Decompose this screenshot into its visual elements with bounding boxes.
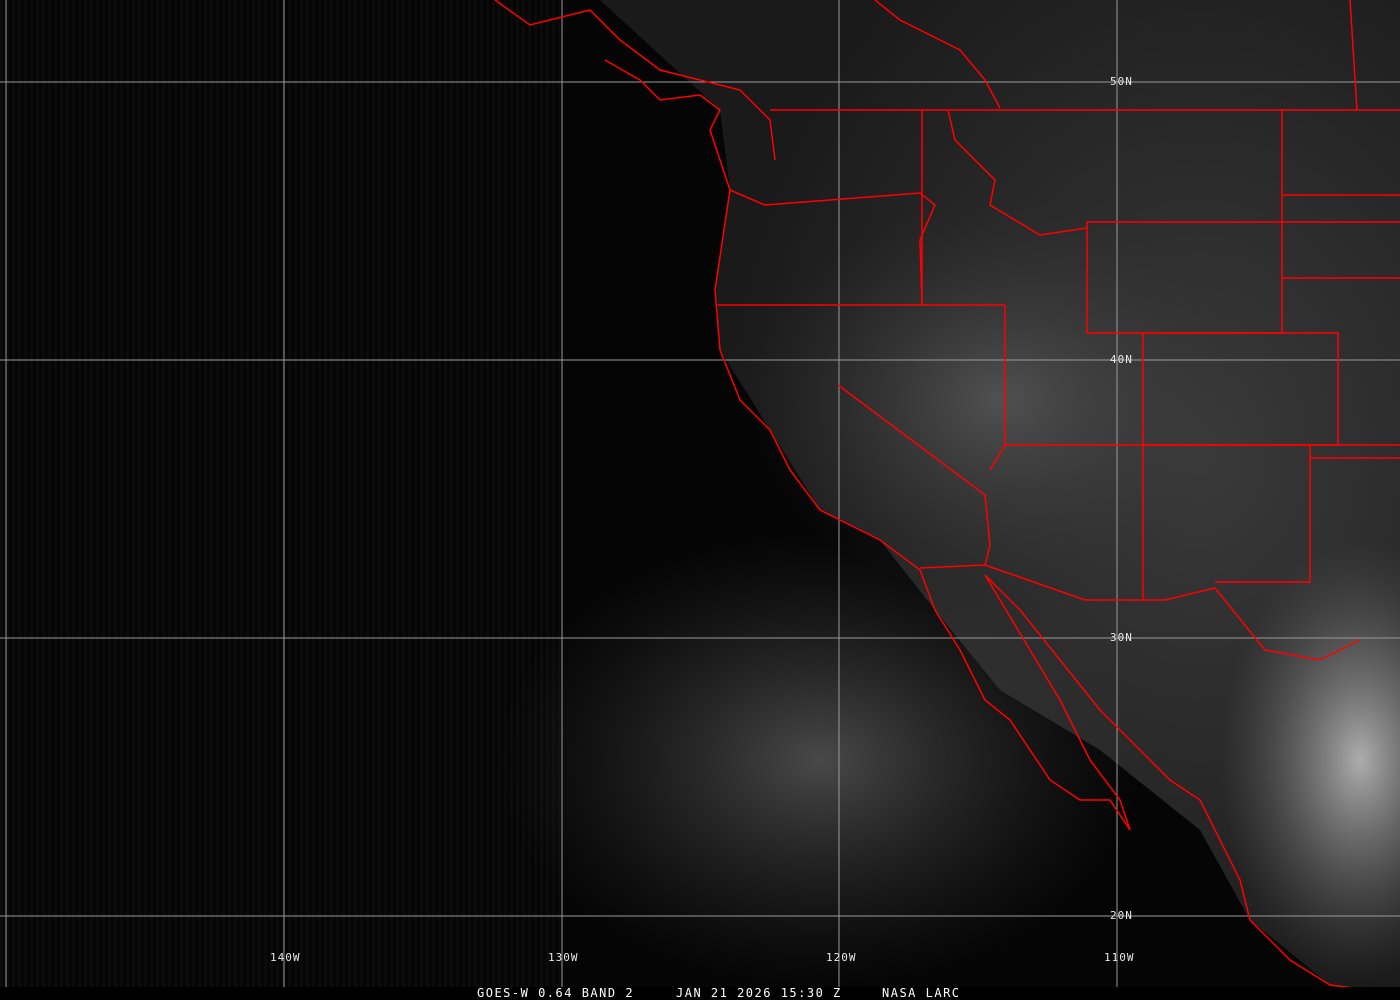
lon-label: 130W (548, 951, 579, 964)
source-label: NASA LARC (882, 986, 961, 1000)
lat-label: 40N (1110, 353, 1133, 366)
lon-label: 110W (1104, 951, 1135, 964)
cloud-band (750, 200, 1250, 600)
lon-label: 140W (270, 951, 301, 964)
vancouver-island (494, 0, 776, 161)
datetime-label: JAN 21 2026 15:30 Z (676, 986, 842, 1000)
lat-label: 20N (1110, 909, 1133, 922)
political-borders (494, 0, 1400, 991)
coastline (604, 59, 1371, 991)
cloud-band (500, 530, 1140, 990)
lat-label: 30N (1110, 631, 1133, 644)
product-label: GOES-W 0.64 BAND 2 (477, 986, 635, 1000)
caption-bar: GOES-W 0.64 BAND 2 JAN 21 2026 15:30 Z N… (0, 987, 1400, 1000)
lat-label: 50N (1110, 75, 1133, 88)
lon-label: 120W (826, 951, 857, 964)
